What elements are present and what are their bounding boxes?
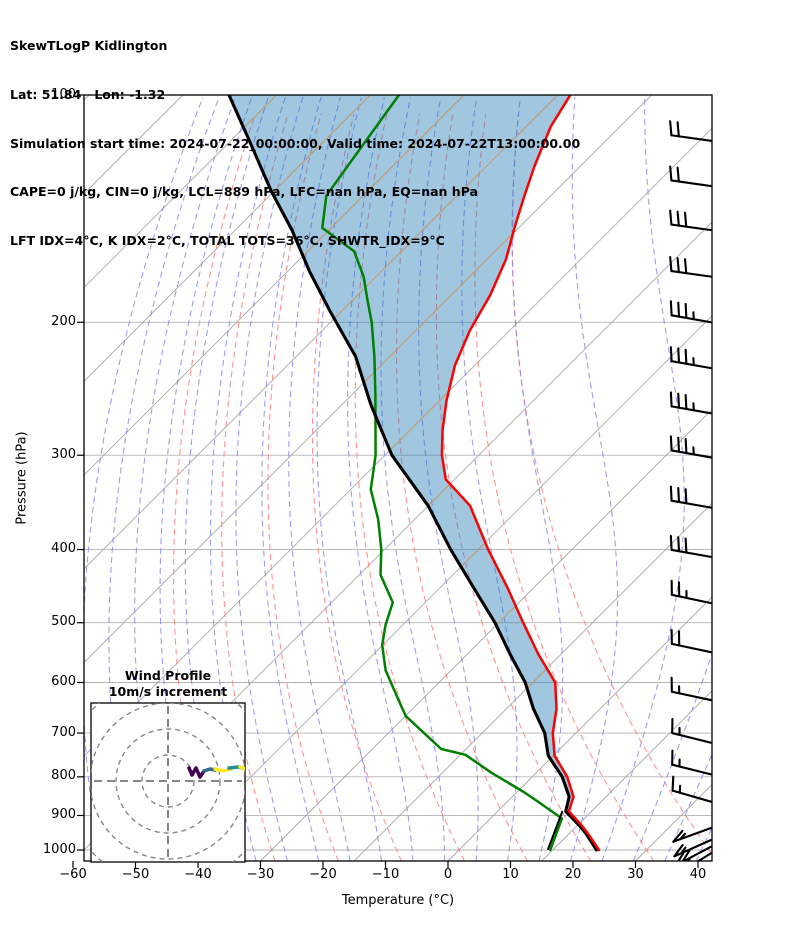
x-tick-label: −10 — [371, 867, 400, 882]
wind-barb — [669, 485, 712, 509]
wind-barb — [687, 852, 712, 861]
y-axis-label: Pressure (hPa) — [14, 431, 30, 525]
wind-barb — [670, 676, 712, 702]
wind-barb — [671, 718, 712, 744]
wind-barb — [671, 775, 712, 803]
x-tick-label: −60 — [59, 867, 87, 882]
y-tick-label: 1000 — [42, 841, 76, 857]
wind-barb — [672, 826, 712, 843]
hodograph-title-line2: 10m/s increment — [108, 684, 228, 699]
dry-adiabat-lines — [173, 113, 712, 861]
wind-barb — [669, 391, 712, 415]
x-tick-label: −20 — [309, 867, 337, 882]
x-tick-label: 20 — [564, 867, 582, 882]
header-title: SkewTLogP Kidlington — [10, 38, 168, 54]
plot-frame — [83, 94, 713, 862]
x-tick-label: −30 — [246, 867, 275, 882]
parcel-lcl-leg — [547, 810, 564, 850]
x-tick-label: −40 — [184, 867, 212, 882]
wind-barb — [670, 628, 712, 654]
wind-barb — [677, 845, 712, 861]
moist-adiabat-lines — [84, 97, 712, 861]
y-tick-label: 200 — [51, 313, 76, 329]
hodograph-ring — [115, 728, 221, 834]
wind-barb — [669, 435, 712, 459]
y-tick-label: 600 — [51, 674, 76, 689]
figure-header: SkewTLogP Kidlington Lat: 51.84 Lon: -1.… — [10, 6, 580, 281]
x-axis-label: Temperature (°C) — [341, 893, 455, 908]
hodograph-inset — [90, 702, 246, 863]
header-latlon: Lat: 51.84 Lon: -1.32 — [10, 87, 166, 103]
y-tick-label: 400 — [51, 541, 76, 557]
temperature-curve — [440, 95, 601, 852]
hodograph-title-line1: Wind Profile — [124, 668, 212, 683]
wind-barb — [669, 256, 712, 278]
wind-barb — [669, 209, 712, 232]
wind-barbs — [669, 120, 712, 861]
wind-barb — [669, 300, 712, 324]
hodograph-trace — [187, 765, 245, 779]
wind-barb — [669, 346, 712, 370]
x-tick-label: −50 — [121, 867, 150, 882]
y-tick-label: 700 — [51, 724, 76, 740]
wind-barb — [670, 579, 712, 605]
y-tick-label: 500 — [51, 614, 76, 630]
wind-barb — [671, 749, 712, 776]
wind-barb — [673, 838, 712, 858]
y-tick-label: 100 — [51, 86, 76, 102]
x-tick-label: 30 — [627, 867, 644, 882]
y-tick-label: 800 — [51, 768, 76, 784]
wind-barb — [669, 165, 712, 188]
x-tick-label: 0 — [443, 867, 453, 882]
y-tick-label: 900 — [51, 806, 76, 822]
y-tick-label: 300 — [51, 446, 76, 462]
wind-barb — [669, 534, 712, 558]
x-tick-label: 10 — [502, 867, 519, 882]
hodograph-ring — [141, 754, 195, 808]
x-tick-label: 40 — [689, 867, 707, 882]
wind-barb — [669, 120, 712, 142]
header-times: Simulation start time: 2024-07-22_00:00:… — [10, 135, 581, 151]
parcel-curve — [227, 95, 599, 852]
header-indices-1: CAPE=0 j/kg, CIN=0 j/kg, LCL=889 hPa, LF… — [10, 184, 478, 200]
hodograph-title: Wind Profile 10m/s increment — [109, 668, 227, 700]
header-indices-2: LFT IDX=4°C, K IDX=2°C, TOTAL TOTS=36°C,… — [10, 232, 445, 248]
cin-shading — [229, 95, 599, 850]
dewpoint-curve — [321, 95, 564, 852]
